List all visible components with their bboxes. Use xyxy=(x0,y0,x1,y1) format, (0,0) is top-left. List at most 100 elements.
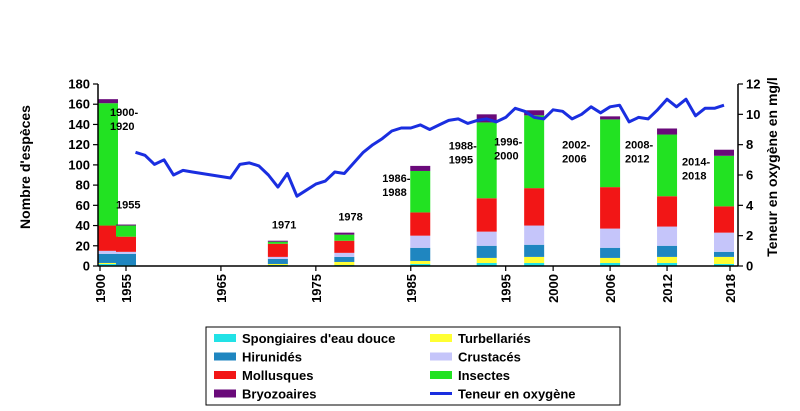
legend-item: Hirunidés xyxy=(214,350,302,365)
y-left-tick-label: 60 xyxy=(76,198,90,213)
oxygen-line-layer xyxy=(135,97,725,198)
x-tick-label: 1995 xyxy=(499,274,514,303)
bar-segment xyxy=(267,240,288,242)
bar-segment xyxy=(98,250,118,254)
legend-item: Crustacés xyxy=(430,350,521,365)
bar-segment xyxy=(657,262,678,266)
bar-stack xyxy=(267,240,288,266)
bar-segment xyxy=(410,212,431,236)
legend-label: Insectes xyxy=(458,368,510,383)
bar-segment xyxy=(98,262,118,264)
legend-label: Crustacés xyxy=(458,350,521,365)
bar-period-label: 1986-1988 xyxy=(382,173,410,199)
bar-segment xyxy=(657,196,678,227)
bar-segment xyxy=(98,99,118,104)
y-left-tick-label: 160 xyxy=(68,97,90,112)
legend-label: Turbellariés xyxy=(458,331,531,346)
bar-segment xyxy=(600,257,621,263)
bar-stack xyxy=(116,224,136,266)
x-tick-label: 1965 xyxy=(214,274,229,303)
legend-swatch xyxy=(430,371,452,379)
bar-segment xyxy=(410,263,431,266)
bar-segment xyxy=(657,128,678,135)
x-tick-label: 1900 xyxy=(93,274,108,303)
bar-segment xyxy=(524,244,545,257)
legend-label: Spongiaires d'eau douce xyxy=(242,331,395,346)
bar-segment xyxy=(476,257,497,263)
bar-period-label: 1988-1995 xyxy=(449,140,477,166)
bar-segment xyxy=(334,261,355,265)
bar-segment xyxy=(267,256,288,259)
legend-swatch xyxy=(214,389,236,398)
legend-label: Mollusques xyxy=(242,368,314,383)
bar-stack xyxy=(657,128,678,266)
bar-segment xyxy=(600,247,621,258)
bar-segment xyxy=(714,263,734,266)
bar-segment xyxy=(600,262,621,266)
x-tick-label: 2012 xyxy=(660,274,675,303)
y-left-tick-label: 100 xyxy=(68,157,90,172)
oxygen-line xyxy=(135,97,725,198)
bar-stack xyxy=(524,110,545,266)
bar-period-label: 2014-2018 xyxy=(682,157,710,183)
legend-label: Hirunidés xyxy=(242,350,302,365)
x-tick-label: 1985 xyxy=(404,274,419,303)
bar-segment xyxy=(714,256,734,264)
bar-segment xyxy=(98,103,118,226)
y-left-axis-title: Nombre d'espèces xyxy=(17,105,33,229)
bar-segment xyxy=(657,134,678,197)
bar-segment xyxy=(657,226,678,246)
bar-segment xyxy=(267,243,288,257)
legend-swatch xyxy=(430,352,452,361)
bar-period-label: 1971 xyxy=(272,220,296,232)
bar-segment xyxy=(600,119,621,188)
bar-segment xyxy=(476,122,497,199)
bar-segment xyxy=(714,251,734,257)
bar-segment xyxy=(98,263,118,266)
bar-segment xyxy=(524,188,545,226)
bar-segment xyxy=(714,149,734,156)
x-tick-label: 2006 xyxy=(603,274,618,303)
bar-segment xyxy=(524,110,545,116)
axes-layer: 0 20 40 60 80 100 120 140 160 180 0 2 4 6 8 10 12 1900 195… xyxy=(68,77,760,303)
bar-segment xyxy=(116,236,136,252)
y-right-tick-label: 6 xyxy=(746,168,753,183)
y-right-tick-label: 12 xyxy=(746,77,760,92)
bar-segment xyxy=(116,225,136,237)
legend-item: Turbellariés xyxy=(430,331,531,346)
bar-segment xyxy=(410,235,431,248)
y-right-tick-label: 8 xyxy=(746,137,753,152)
bar-segment xyxy=(714,206,734,233)
bar-period-label: 1900-1920 xyxy=(110,107,138,133)
bar-segment xyxy=(714,155,734,207)
bar-segment xyxy=(267,241,288,244)
bar-segment xyxy=(116,253,136,265)
bar-segment xyxy=(476,245,497,258)
bar-segment xyxy=(267,263,288,265)
x-tick-label: 2000 xyxy=(546,274,561,303)
bar-stack xyxy=(410,165,431,266)
x-tick-label: 1955 xyxy=(119,274,134,303)
bar-segment xyxy=(600,228,621,248)
y-left-tick-label: 180 xyxy=(68,77,90,92)
bar-segment xyxy=(410,170,431,213)
legend-swatch xyxy=(214,352,236,361)
bar-segment xyxy=(524,256,545,263)
bar-stack xyxy=(600,116,621,266)
x-tick-label: 1975 xyxy=(309,274,324,303)
legend-item: Bryozoaires xyxy=(214,387,316,402)
y-right-tick-label: 4 xyxy=(746,198,754,213)
bar-segment xyxy=(410,247,431,261)
y-left-tick-label: 40 xyxy=(76,218,90,233)
legend-label: Bryozoaires xyxy=(242,387,316,402)
y-right-tick-label: 0 xyxy=(746,259,753,274)
legend-item: Teneur en oxygène xyxy=(430,387,576,402)
bar-stack xyxy=(714,149,734,266)
y-left-tick-label: 0 xyxy=(83,259,90,274)
bar-segment xyxy=(410,165,431,171)
y-right-tick-label: 2 xyxy=(746,228,753,243)
bar-period-label: 1996-2000 xyxy=(494,136,522,162)
y-left-tick-label: 140 xyxy=(68,117,90,132)
bar-segment xyxy=(116,224,136,226)
legend-box xyxy=(205,326,621,406)
